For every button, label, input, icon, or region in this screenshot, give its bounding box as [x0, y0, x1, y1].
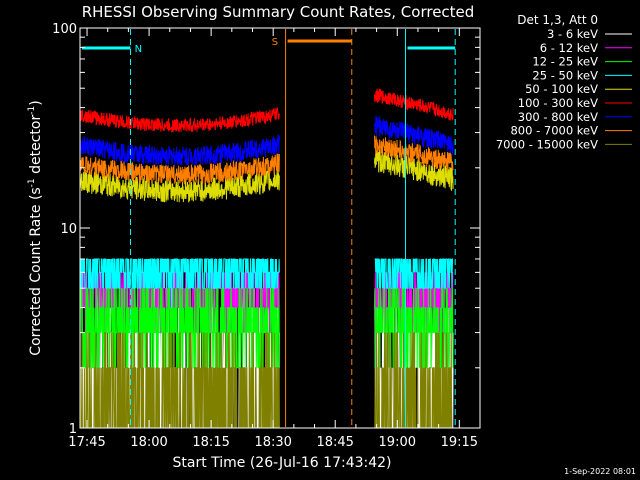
series-trace-6-0: [79, 134, 280, 166]
legend-label-4: 50 - 100 keV: [525, 82, 598, 96]
flag-layer: NS: [82, 37, 456, 55]
y-axis-label: Corrected Count Rate (s-1 detector-1): [27, 100, 44, 355]
series-trace-6-1: [374, 115, 454, 155]
series-trace-5-1: [374, 88, 454, 121]
legend-label-0: 3 - 6 keV: [547, 27, 598, 41]
series-trace-2-0: [79, 287, 280, 369]
legend-label-8: 7000 - 15000 keV: [496, 137, 598, 151]
y-axis: 1 10 100: [52, 22, 480, 437]
x-tick-label: 17:45: [68, 435, 105, 450]
x-tick-label: 18:30: [254, 435, 291, 450]
series-trace-3-0: [79, 258, 280, 308]
marker-layer: [129, 29, 456, 427]
y-tick-label: 100: [52, 22, 77, 37]
flag-label-S: S: [272, 37, 278, 48]
legend-label-1: 6 - 12 keV: [540, 41, 598, 55]
footer-timestamp: 1-Sep-2022 08:01: [564, 467, 636, 476]
series-trace-7-1: [374, 135, 454, 171]
legend-header: Det 1,3, Att 0: [517, 13, 598, 27]
chart-title: RHESSI Observing Summary Count Rates, Co…: [82, 3, 475, 21]
legend-label-2: 12 - 25 keV: [532, 55, 598, 69]
legend-label-3: 25 - 50 keV: [532, 68, 598, 82]
series-trace-4-1: [374, 148, 454, 191]
x-tick-label: 18:15: [192, 435, 229, 450]
series-trace-7-0: [79, 153, 280, 185]
series-trace-4-0: [79, 168, 280, 203]
x-axis: 17:45 18:00 18:15 18:30 18:45 19:00 19:15: [68, 28, 481, 450]
x-tick-label: 19:15: [441, 435, 478, 450]
y-tick-label: 1: [69, 422, 77, 437]
flag-label-N: N: [135, 44, 142, 55]
y-tick-label: 10: [60, 222, 77, 237]
series-layer: [79, 88, 454, 429]
x-axis-label: Start Time (26-Jul-16 17:43:42): [172, 455, 391, 471]
legend-label-7: 800 - 7000 keV: [510, 124, 598, 138]
x-tick-label: 18:45: [316, 435, 353, 450]
legend-label-5: 100 - 300 keV: [518, 96, 598, 110]
x-tick-label: 18:00: [130, 435, 167, 450]
x-tick-label: 19:00: [379, 435, 416, 450]
legend-label-6: 300 - 800 keV: [518, 110, 598, 124]
series-trace-3-1: [374, 258, 454, 289]
series-trace-5-0: [79, 107, 280, 133]
